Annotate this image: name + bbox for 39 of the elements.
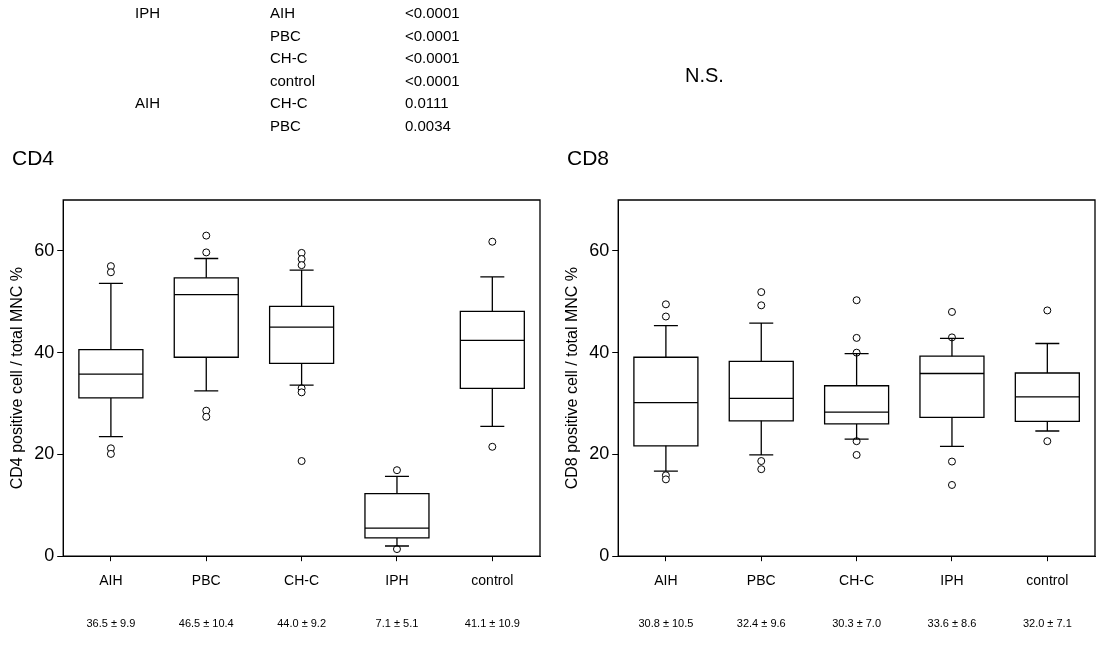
text: 30.3 ± 7.0 — [832, 617, 882, 630]
x-tick-label: IPH — [385, 572, 409, 589]
text: 32.0 ± 7.1 — [1022, 617, 1072, 630]
text: control <0.0001 — [269, 70, 460, 91]
text: 44.0 ± 9.2 — [277, 617, 327, 630]
text: 30.8 ± 10.5 — [638, 617, 694, 630]
y-tick-label: 40 — [34, 341, 55, 362]
text: IPH AIH <0.0001 — [135, 3, 460, 23]
chart-title: CD8 — [567, 146, 610, 170]
text: AIH CH-C 0.0111 — [135, 93, 450, 113]
text: 32.4 ± 9.6 — [736, 617, 786, 630]
text: 46.5 ± 10.4 — [178, 617, 234, 630]
x-tick-label: AIH — [654, 572, 678, 589]
y-tick-label: 0 — [599, 545, 610, 566]
text: PBC 0.0034 — [269, 115, 452, 136]
x-tick-label: CH-C — [284, 572, 320, 589]
text: 41.1 ± 10.9 — [464, 617, 520, 630]
text: CH-C <0.0001 — [269, 48, 460, 68]
y-tick-label: 60 — [589, 239, 610, 260]
x-tick-label: control — [1026, 572, 1069, 589]
x-tick-label: IPH — [940, 572, 964, 589]
y-tick-label: 60 — [34, 239, 55, 260]
x-tick-label: CH-C — [839, 572, 875, 589]
x-tick-label: control — [471, 572, 514, 589]
text: PBC <0.0001 — [269, 25, 460, 46]
x-tick-label: PBC — [191, 572, 221, 589]
x-tick-label: PBC — [746, 572, 776, 589]
chart-title: CD4 — [12, 146, 55, 170]
y-axis-title: CD8 positive cell / total MNC % — [563, 266, 581, 490]
y-tick-label: 0 — [44, 545, 55, 566]
y-axis-title: CD4 positive cell / total MNC % — [8, 266, 26, 490]
text: 7.1 ± 5.1 — [375, 617, 419, 630]
x-tick-label: AIH — [99, 572, 123, 589]
y-tick-label: 20 — [34, 443, 55, 464]
y-tick-label: 40 — [589, 341, 610, 362]
text: 33.6 ± 8.6 — [927, 617, 977, 630]
text: N.S. — [685, 64, 724, 87]
text: 36.5 ± 9.9 — [86, 617, 136, 630]
y-tick-label: 20 — [589, 443, 610, 464]
